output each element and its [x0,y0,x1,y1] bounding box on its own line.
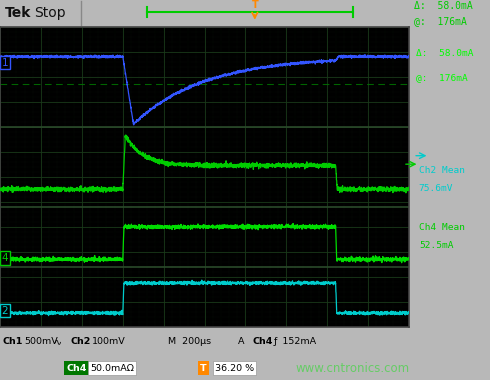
Text: Ch1: Ch1 [2,337,23,346]
Text: @:  176mA: @: 176mA [414,16,467,26]
Text: M  200μs: M 200μs [168,337,211,346]
Text: 4: 4 [1,253,8,263]
Text: Stop: Stop [34,6,66,20]
Text: A: A [238,337,245,346]
Text: 2: 2 [1,306,8,315]
Text: 75.6mV: 75.6mV [419,184,453,193]
Text: Ch4: Ch4 [252,337,272,346]
Text: Tek: Tek [5,6,31,20]
Text: www.cntronics.com: www.cntronics.com [295,362,409,375]
Text: ƒ  152mA: ƒ 152mA [274,337,317,346]
Text: Ch2 Mean: Ch2 Mean [419,166,465,175]
Text: Ch4: Ch4 [66,364,86,373]
Text: Ch2: Ch2 [70,337,90,346]
Text: 100mV: 100mV [92,337,126,346]
Text: 500mV: 500mV [24,337,58,346]
Text: T: T [200,364,207,373]
Text: T: T [251,0,258,10]
Text: Δ:  58.0mA: Δ: 58.0mA [414,1,473,11]
Text: 50.0mAΩ: 50.0mAΩ [90,364,134,373]
Text: Ch4 Mean: Ch4 Mean [419,223,465,232]
Text: 36.20 %: 36.20 % [215,364,254,373]
Text: ∿: ∿ [54,337,62,346]
Text: @:  176mA: @: 176mA [416,73,467,82]
Text: 1: 1 [1,58,8,68]
Text: Δ:  58.0mA: Δ: 58.0mA [416,49,473,58]
Text: 52.5mA: 52.5mA [419,241,453,250]
